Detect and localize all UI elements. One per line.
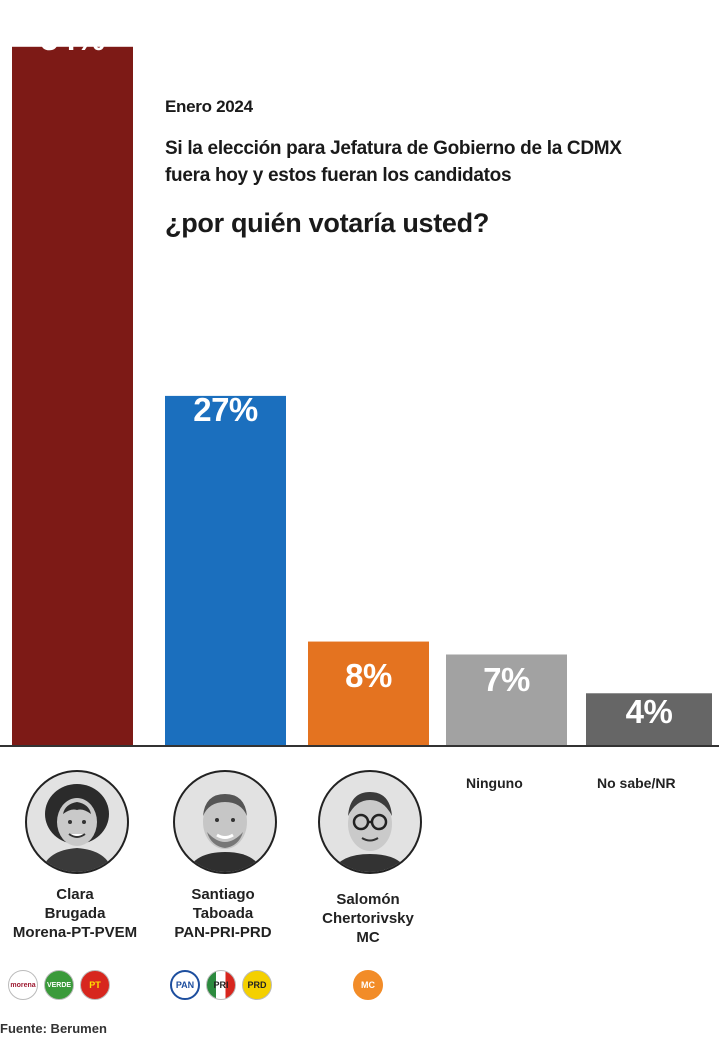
source-note: Fuente: Berumen [0, 1021, 107, 1036]
bar-value-label: 7% [483, 661, 530, 698]
bar-5 [586, 693, 712, 745]
bar-1 [12, 46, 133, 745]
avatar-clara-brugada [25, 770, 129, 874]
person-icon [332, 792, 408, 872]
candidate-party: Morena-PT-PVEM [12, 924, 138, 941]
person-icon [41, 784, 113, 872]
pt-logo-icon: PT [80, 970, 110, 1000]
question-text: Si la elección para Jefatura de Gobierno… [165, 135, 622, 189]
party-logos-morena-pt-pvem: morena VERDE PT [8, 970, 110, 1000]
avatar-salomon-chertorivsky [318, 770, 422, 874]
mc-logo-icon: MC [353, 970, 383, 1000]
pan-logo-icon: PAN [170, 970, 200, 1000]
bar-value-label: 27% [193, 391, 258, 428]
bar-3 [308, 641, 429, 745]
candidate-last-name: Brugada [44, 905, 106, 922]
candidate-first-name: Santiago [191, 886, 255, 903]
bar-2 [165, 395, 286, 745]
candidate-2: Santiago Taboada PAN-PRI-PRD [148, 885, 298, 942]
pvem-logo-icon: VERDE [44, 970, 74, 1000]
bar-value-label: 4% [625, 693, 673, 730]
person-icon [187, 794, 263, 872]
bar-chart [0, 46, 719, 747]
question-line-2: fuera hoy y estos fueran los candidatos [165, 165, 512, 186]
label-no-sabe: No sabe/NR [597, 775, 676, 791]
candidate-party: MC [356, 929, 380, 946]
candidate-first-name: Clara [56, 886, 94, 903]
party-logos-pan-pri-prd: PAN PRI PRD [170, 970, 272, 1000]
pri-logo-icon: PRI [206, 970, 236, 1000]
candidate-1: Clara Brugada Morena-PT-PVEM [0, 885, 150, 942]
question-line-1: Si la elección para Jefatura de Gobierno… [165, 138, 622, 159]
bar-value-label: 54% [40, 20, 105, 57]
candidate-first-name: Salomón [336, 891, 400, 908]
candidate-last-name: Taboada [192, 905, 254, 922]
bar-value-label: 8% [345, 657, 392, 694]
survey-date: Enero 2024 [165, 97, 253, 116]
label-ninguno: Ninguno [466, 775, 523, 791]
prd-logo-icon: PRD [242, 970, 272, 1000]
candidate-3: Salomón Chertorivsky MC [293, 890, 443, 947]
bar-4 [446, 654, 567, 745]
morena-logo-icon: morena [8, 970, 38, 1000]
candidate-last-name: Chertorivsky [322, 910, 414, 927]
party-logos-mc: MC [353, 970, 383, 1000]
avatar-santiago-taboada [173, 770, 277, 874]
question-main: ¿por quién votaría usted? [165, 208, 490, 238]
candidate-party: PAN-PRI-PRD [174, 924, 272, 941]
